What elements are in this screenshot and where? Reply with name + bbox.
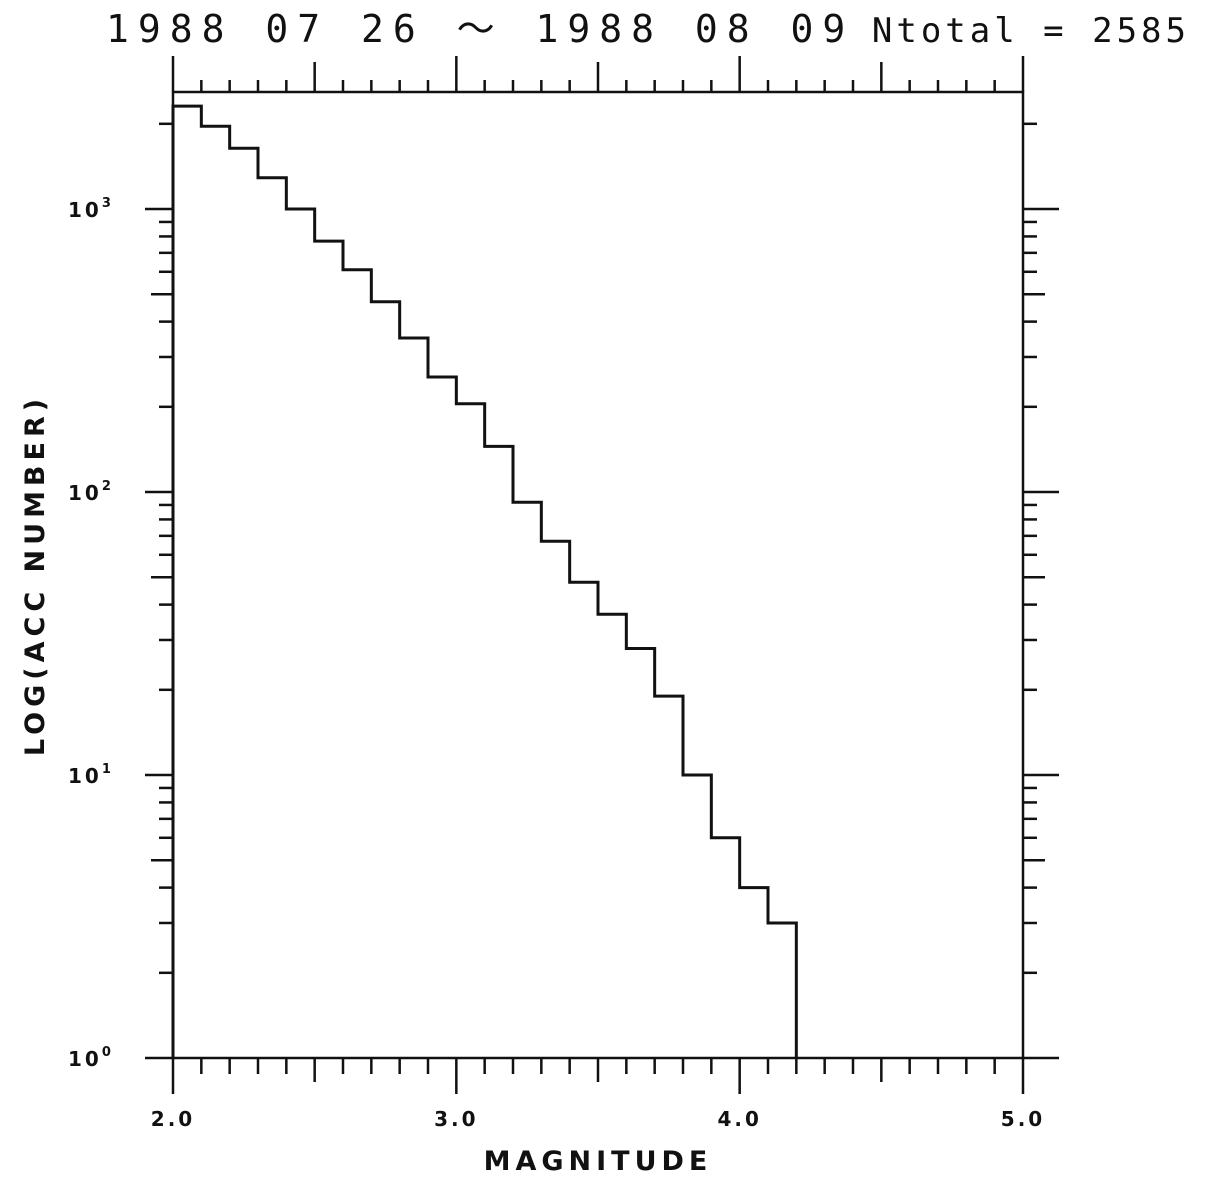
x-tick-label: 5.0 — [1001, 1107, 1045, 1131]
x-axis-label: MAGNITUDE — [484, 1146, 713, 1177]
y-axis-label: LOG(ACC NUMBER) — [20, 394, 51, 756]
y-tick-label: 102 — [68, 479, 114, 505]
x-tick-label: 2.0 — [151, 1107, 195, 1131]
y-tick-exponent: 2 — [102, 479, 114, 494]
y-tick-exponent: 1 — [102, 762, 114, 777]
chart-title: 1988 07 26 ～ 1988 08 09 — [106, 7, 854, 51]
axis-ticks — [145, 56, 1059, 1094]
cumulative-step-series — [171, 104, 798, 1058]
ntotal-annotation: Ntotal = 2585 — [872, 11, 1190, 51]
x-tick-label: 3.0 — [434, 1107, 478, 1131]
y-tick-label: 100 — [68, 1045, 114, 1071]
y-tick-label: 101 — [68, 762, 114, 788]
y-tick-exponent: 0 — [102, 1045, 114, 1060]
x-tick-label: 4.0 — [717, 1107, 761, 1131]
plot-frame — [171, 90, 1025, 1060]
y-tick-exponent: 3 — [102, 196, 114, 211]
y-tick-label: 103 — [68, 196, 114, 222]
